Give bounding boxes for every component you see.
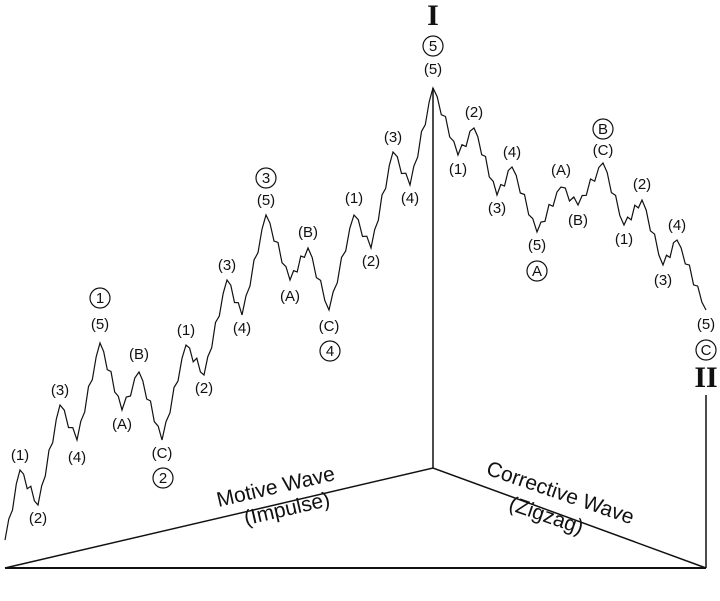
wave-label: (3) bbox=[384, 129, 402, 146]
wave-label: (1) bbox=[449, 161, 467, 178]
circled-label: 5 bbox=[429, 38, 437, 55]
label-circle bbox=[592, 118, 614, 140]
wave-label: (C) bbox=[152, 445, 173, 462]
wave-label: (3) bbox=[488, 200, 506, 217]
wave-bottom-label: II bbox=[694, 361, 717, 394]
circled-label: 4 bbox=[326, 343, 334, 360]
wave-label: (5) bbox=[697, 316, 715, 333]
label-circle bbox=[255, 167, 277, 189]
wave-label: (5) bbox=[424, 61, 442, 78]
circled-label: 3 bbox=[262, 170, 270, 187]
circled-label: A bbox=[532, 263, 542, 280]
label-circle bbox=[526, 260, 548, 282]
wave-label: (2) bbox=[195, 380, 213, 397]
wave-label: (C) bbox=[319, 318, 340, 335]
wave-label: (4) bbox=[401, 190, 419, 207]
wave-label: (B) bbox=[298, 224, 318, 241]
wave-roof bbox=[4, 467, 707, 569]
wave-label: (3) bbox=[51, 382, 69, 399]
label-circle bbox=[422, 35, 444, 57]
wave-label: (5) bbox=[257, 192, 275, 209]
circled-label: 2 bbox=[159, 470, 167, 487]
corrective-caption: Corrective Wave (Zigzag) bbox=[484, 457, 638, 539]
label-circle bbox=[152, 467, 174, 489]
wave-label: (4) bbox=[503, 144, 521, 161]
circled-label: B bbox=[598, 121, 608, 138]
wave-label: (4) bbox=[233, 320, 251, 337]
wave-label: (1) bbox=[177, 322, 195, 339]
label-circle bbox=[89, 287, 111, 309]
wave-label: (B) bbox=[568, 212, 588, 229]
wave-label: (4) bbox=[668, 217, 686, 234]
wave-label: (A) bbox=[551, 162, 571, 179]
wave-label: (C) bbox=[593, 142, 614, 159]
wave-path bbox=[4, 86, 707, 541]
wave-label: (A) bbox=[280, 288, 300, 305]
wave-label: (4) bbox=[68, 449, 86, 466]
motive-caption: Motive Wave (Impulse) bbox=[214, 462, 337, 530]
label-circle bbox=[695, 339, 717, 361]
wave-label: (5) bbox=[528, 237, 546, 254]
wave-label: (2) bbox=[29, 510, 47, 527]
label-circle bbox=[319, 340, 341, 362]
wave-label: (2) bbox=[465, 104, 483, 121]
wave-top-label: I bbox=[427, 0, 439, 32]
wave-label: (1) bbox=[345, 190, 363, 207]
wave-label: (1) bbox=[615, 231, 633, 248]
wave-label: (2) bbox=[633, 176, 651, 193]
wave-label: (2) bbox=[362, 253, 380, 270]
circled-label: 1 bbox=[96, 290, 104, 307]
wave-label: (A) bbox=[112, 416, 132, 433]
wave-label: (1) bbox=[11, 447, 29, 464]
wave-label: (B) bbox=[129, 346, 149, 363]
wave-label: (5) bbox=[91, 316, 109, 333]
wave-label: (3) bbox=[654, 272, 672, 289]
circled-label: C bbox=[701, 342, 712, 359]
wave-label: (3) bbox=[218, 257, 236, 274]
